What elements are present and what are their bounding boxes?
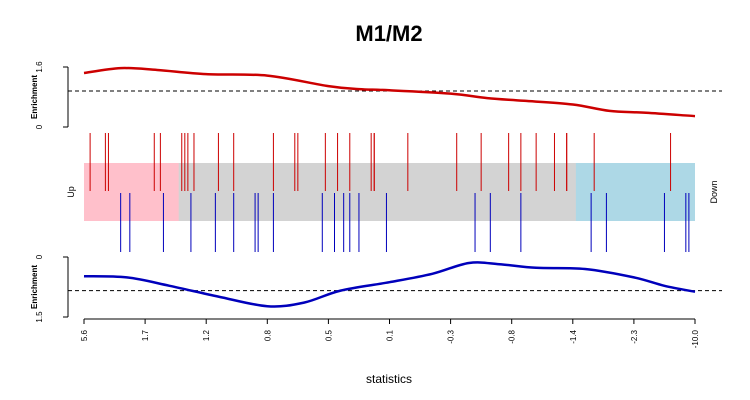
upper-y-tick-label: 0 xyxy=(35,124,44,129)
x-tick-label: -0.8 xyxy=(508,329,517,343)
x-axis: 5.6 1.7 1.2 0.8 0.5 0.1 -0.3 -0.8 -1.4 -2.3 -10.0 … xyxy=(80,318,700,386)
x-tick-label: -10.0 xyxy=(691,329,700,348)
upper-y-tick-label: 1.6 xyxy=(35,61,44,73)
lower-enrichment-panel: 0 1.5 Enrichment xyxy=(30,254,722,323)
up-barcode-lines xyxy=(89,133,672,191)
upper-enrichment-panel: 0 1.6 Enrichment xyxy=(30,61,722,129)
x-tick-label: 1.7 xyxy=(141,329,150,341)
up-region xyxy=(84,163,179,221)
barcode-band: Up Down xyxy=(66,133,719,252)
down-barcode-lines xyxy=(120,193,690,252)
lower-y-tick-label: 1.5 xyxy=(35,311,44,323)
lower-y-tick-label: 0 xyxy=(35,254,44,259)
down-region xyxy=(575,163,695,221)
lower-enrichment-curve xyxy=(83,261,696,308)
upper-enrichment-curve xyxy=(83,66,696,118)
x-tick-label: -1.4 xyxy=(569,329,578,343)
x-tick-label: 1.2 xyxy=(202,329,211,341)
x-tick-label: 0.1 xyxy=(386,329,395,341)
x-tick-label: -2.3 xyxy=(630,329,639,343)
x-tick-label: 0.5 xyxy=(324,329,333,341)
lower-y-axis-label: Enrichment xyxy=(30,265,39,309)
x-tick-label: 0.8 xyxy=(263,329,272,341)
down-side-label: Down xyxy=(709,180,719,203)
x-tick-label: -0.3 xyxy=(447,329,456,343)
x-axis-title: statistics xyxy=(366,372,412,386)
chart-title: M1/M2 xyxy=(355,21,422,46)
up-side-label: Up xyxy=(66,186,76,198)
x-tick-label: 5.6 xyxy=(80,329,89,341)
upper-y-axis-label: Enrichment xyxy=(30,75,39,119)
x-axis-ticks: 5.6 1.7 1.2 0.8 0.5 0.1 -0.3 -0.8 -1.4 -2.3 -10.0 xyxy=(80,319,700,348)
